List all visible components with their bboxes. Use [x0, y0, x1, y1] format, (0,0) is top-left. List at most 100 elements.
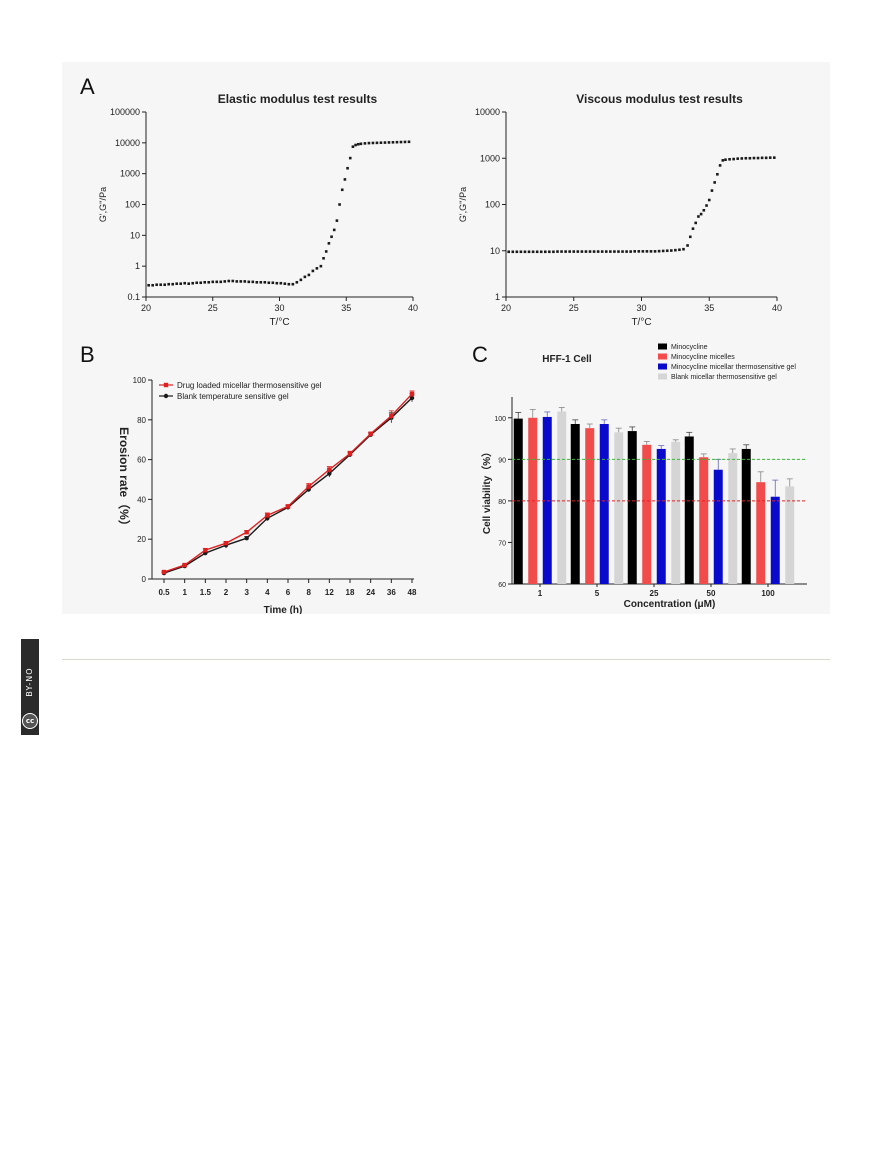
footer-divider: [62, 659, 830, 660]
viscous-data-point: [653, 250, 657, 253]
figure-panel: A B C Elastic modulus test results 0.1 1 10…: [62, 62, 830, 616]
elastic-data-point: [407, 140, 411, 144]
elastic-data-point: [315, 267, 319, 270]
erosion-data-point: [409, 395, 415, 401]
elastic-data-point: [303, 275, 307, 279]
viability-bar: [770, 496, 780, 584]
elastic-data-point: [267, 281, 271, 285]
viscous-data-point: [609, 250, 612, 253]
elastic-data-point: [375, 141, 379, 145]
viability-bar: [656, 448, 666, 584]
viscous-data-point: [702, 208, 706, 212]
elastic-data-point: [263, 280, 267, 284]
elastic-data-point: [171, 282, 174, 286]
elastic-data-point: [324, 250, 328, 253]
erosion-ytick-label: 0: [142, 575, 147, 584]
viability-legend-swatch: [658, 373, 667, 380]
erosion-data-point: [265, 513, 270, 518]
viscous-xtick-label: 25: [569, 303, 579, 313]
viscous-data-point: [674, 248, 677, 252]
viscous-ytick-label: 1000: [480, 153, 500, 163]
elastic-data-point: [175, 282, 179, 285]
viscous-data-point: [507, 250, 511, 254]
viability-legend-label: Minocycline: [671, 344, 708, 351]
viscous-data-point: [748, 156, 752, 160]
viscous-data-point: [519, 250, 523, 254]
erosion-data-point: [306, 484, 311, 489]
erosion-legend-marker: [163, 382, 169, 388]
elastic-title: Elastic modulus test results: [218, 92, 378, 106]
elastic-xtick-label: 35: [341, 303, 351, 313]
erosion-xtick-label: 8: [306, 588, 311, 597]
elastic-data-point: [335, 219, 339, 222]
erosion-xtick-label: 48: [408, 588, 417, 597]
erosion-xtick-label: 1: [182, 588, 187, 597]
elastic-x-label: T/°C: [269, 317, 289, 328]
elastic-xtick-label: 20: [141, 303, 151, 313]
viscous-data-point: [661, 249, 665, 253]
elastic-data-point: [183, 281, 187, 285]
erosion-xtick-label: 1.5: [200, 588, 212, 597]
viscous-data-point: [588, 250, 592, 253]
viscous-data-point: [584, 250, 588, 253]
license-badge[interactable]: BY-NO cc: [21, 639, 39, 735]
viability-bar: [642, 444, 652, 584]
elastic-data-point: [231, 279, 235, 283]
erosion-data-point: [368, 431, 373, 436]
viscous-data-point: [515, 250, 519, 254]
elastic-data-point: [346, 166, 349, 170]
viscous-data-point: [772, 156, 776, 159]
viscous-data-point: [543, 250, 547, 254]
viscous-data-point: [576, 250, 580, 253]
viscous-data-point: [523, 250, 527, 254]
viscous-data-point: [764, 156, 768, 160]
erosion-data-point: [203, 547, 208, 553]
viability-xtick-label: 5: [595, 589, 600, 598]
viscous-data-point: [539, 250, 543, 254]
erosion-data-point: [327, 471, 332, 476]
erosion-ytick-label: 20: [137, 535, 146, 544]
elastic-data-point: [215, 280, 219, 284]
erosion-xtick-label: 0.5: [158, 588, 170, 597]
erosion-series-line: [163, 397, 413, 574]
elastic-data-point: [319, 264, 323, 268]
elastic-data-point: [371, 141, 375, 145]
elastic-data-point: [330, 235, 333, 239]
viability-legend-label: Minocycline micelles: [671, 354, 735, 361]
elastic-data-point: [187, 282, 191, 285]
elastic-data-point: [395, 140, 399, 144]
elastic-data-point: [322, 256, 325, 260]
viability-bar: [785, 486, 795, 584]
erosion-ytick-label: 80: [137, 416, 146, 425]
elastic-ytick-label: 10000: [115, 138, 140, 148]
viability-bar: [713, 469, 723, 584]
figure-canvas: A B C Elastic modulus test results0.1110…: [80, 74, 807, 616]
viscous-data-point: [657, 249, 661, 253]
viscous-data-point: [535, 250, 539, 254]
elastic-data-point: [391, 141, 395, 144]
viability-bar: [671, 441, 681, 584]
elastic-ytick-label: 100: [125, 200, 140, 210]
viscous-data-point: [699, 212, 703, 216]
elastic-data-point: [247, 280, 251, 284]
elastic-ytick-label: 1000: [120, 169, 140, 179]
viscous-data-point: [596, 250, 600, 253]
viability-xtick-label: 25: [650, 589, 659, 598]
panel-letter-a: A: [80, 74, 95, 99]
viscous-data-point: [688, 235, 692, 239]
viability-x-label: Concentration (μM): [624, 599, 716, 610]
elastic-data-point: [199, 281, 203, 285]
viscous-data-point: [705, 204, 708, 207]
viability-legend-label: Minocycline micellar thermosensitive gel: [671, 364, 796, 371]
elastic-data-point: [163, 283, 166, 287]
erosion-data-point: [347, 451, 353, 456]
viscous-data-point: [721, 159, 725, 162]
elastic-data-point: [275, 281, 279, 285]
viscous-xtick-label: 35: [704, 303, 714, 313]
viscous-ytick-label: 1: [495, 292, 500, 302]
elastic-data-point: [363, 142, 367, 145]
viscous-data-point: [613, 250, 616, 253]
erosion-legend-label: Drug loaded micellar thermosensitive gel: [177, 381, 322, 390]
viscous-data-point: [633, 250, 637, 253]
viscous-data-point: [768, 156, 772, 159]
